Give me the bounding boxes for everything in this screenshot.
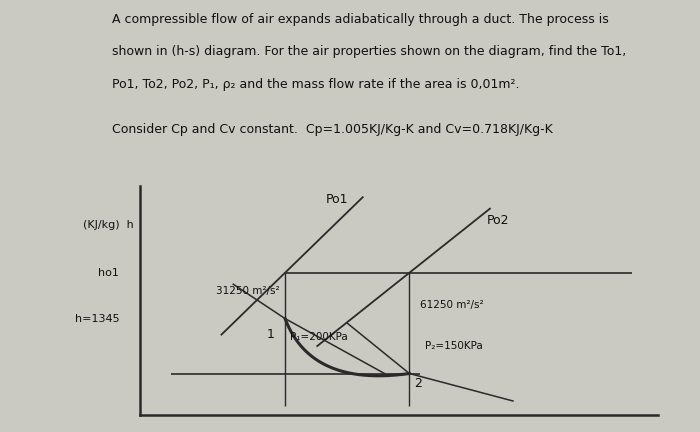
Text: ho1: ho1 [99,268,119,278]
Text: P₂=150KPa: P₂=150KPa [425,341,483,351]
Text: 1: 1 [267,328,274,341]
Text: A compressible flow of air expands adiabatically through a duct. The process is: A compressible flow of air expands adiab… [112,13,609,26]
Text: Po1, To2, Po2, P₁, ρ₂ and the mass flow rate if the area is 0,01m².: Po1, To2, Po2, P₁, ρ₂ and the mass flow … [112,78,519,91]
Text: shown in (h-s) diagram. For the air properties shown on the diagram, find the To: shown in (h-s) diagram. For the air prop… [112,45,626,58]
Text: Po1: Po1 [326,193,348,206]
Text: Po2: Po2 [487,213,510,227]
Text: 31250 m²/s²: 31250 m²/s² [216,286,280,296]
Text: h=1345: h=1345 [75,314,119,324]
Text: (KJ/kg)  h: (KJ/kg) h [83,220,134,230]
Text: 61250 m²/s²: 61250 m²/s² [420,300,483,310]
Text: 2: 2 [414,377,422,390]
Text: P₁=200KPa: P₁=200KPa [290,332,348,342]
Text: Consider Cp and Cv constant.  Cp=1.005KJ/Kg-K and Cv=0.718KJ/Kg-K: Consider Cp and Cv constant. Cp=1.005KJ/… [112,123,553,136]
